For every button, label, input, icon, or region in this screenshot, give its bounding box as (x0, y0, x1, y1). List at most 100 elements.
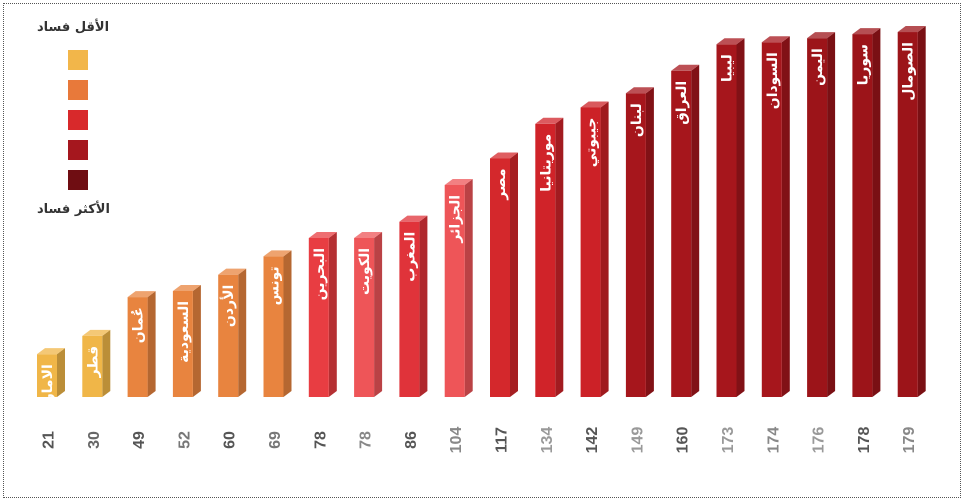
value-label: 60 (222, 431, 239, 449)
bar-side (917, 26, 926, 398)
bar-top (354, 231, 383, 238)
bar-top (897, 26, 926, 33)
bar-front (127, 297, 148, 397)
bar-17: السودان 174 (761, 36, 790, 454)
category-label: عُمان (131, 307, 147, 343)
bar-side (600, 101, 609, 397)
category-label: الصومال (901, 42, 917, 101)
bar-16: ليبيا 173 (716, 38, 745, 453)
bar-top (263, 250, 292, 257)
chart-frame (3, 3, 961, 498)
category-label: العراق (674, 81, 690, 125)
bar-13: جيبوتي 142 (580, 101, 609, 454)
bar-top (490, 152, 518, 159)
category-label: تونس (267, 266, 283, 305)
bar-top (761, 36, 790, 43)
bar-10: الجزائر 104 (444, 178, 473, 454)
bar-side (510, 152, 518, 397)
bar-top (671, 64, 700, 71)
bar-side (283, 250, 292, 397)
bar-front (897, 32, 918, 398)
bar-12: موريتانيا 134 (535, 117, 564, 454)
category-label: الأردن (220, 285, 237, 327)
bar-top (399, 215, 428, 222)
value-label: 179 (901, 427, 918, 454)
bar-top (308, 231, 337, 238)
bar-front (535, 123, 556, 398)
bar-front (172, 290, 193, 397)
bar-side (827, 32, 836, 398)
bar-front (82, 335, 103, 397)
bar-side (736, 38, 745, 398)
bar-front (354, 237, 375, 397)
value-label: 134 (539, 427, 556, 454)
bar-11: مصر 117 (490, 152, 518, 453)
category-label: السودان (765, 52, 781, 109)
value-label: 178 (856, 427, 873, 454)
category-label: الكويت (357, 248, 373, 295)
value-label: 30 (86, 431, 103, 449)
bar-7: البحرين 78 (308, 231, 337, 449)
bar-8: الكويت 78 (354, 231, 383, 449)
bar-front (671, 70, 692, 398)
value-label: 174 (765, 427, 782, 454)
bar-top (82, 329, 111, 336)
category-label: اليمن (810, 48, 826, 86)
bar-15: العراق 160 (671, 64, 700, 454)
bar-19: سوريا 178 (852, 28, 881, 454)
bar-side (464, 178, 473, 397)
value-label: 78 (358, 431, 375, 449)
bar-front (625, 93, 646, 397)
category-label: الجزائر (448, 195, 464, 244)
bar-1: الامارات 21 (37, 348, 65, 449)
bar-side (328, 231, 337, 397)
value-label: 104 (448, 427, 465, 454)
bar-side (555, 117, 564, 398)
bar-front (308, 237, 329, 397)
bar-top (172, 284, 201, 291)
bar-top (852, 28, 881, 35)
bar-top (218, 268, 247, 275)
value-label: 142 (584, 427, 601, 454)
value-label: 117 (494, 427, 511, 453)
value-label: 78 (312, 431, 329, 449)
legend-swatch-5 (68, 170, 88, 190)
legend-swatch-1 (68, 50, 88, 70)
bar-side (419, 215, 428, 397)
legend-swatch-3 (68, 110, 88, 130)
bar-top (37, 348, 65, 355)
bar-front (399, 221, 420, 397)
value-label: 21 (41, 431, 58, 449)
value-label: 69 (267, 431, 284, 449)
bar-front (580, 107, 601, 397)
category-label: الامارات (40, 364, 56, 420)
bar-20: الصومال 179 (897, 26, 926, 454)
bar-front (761, 42, 782, 397)
legend-most-label: الأكثر فساد (37, 202, 110, 217)
bar-top (716, 38, 745, 45)
bar-side (238, 268, 247, 397)
bar-side (102, 329, 111, 397)
category-label: جيبوتي (584, 117, 600, 167)
legend-swatch-2 (68, 80, 88, 100)
bar-side (781, 36, 790, 397)
value-label: 149 (629, 427, 646, 454)
category-label: موريتانيا (538, 134, 554, 192)
bar-top (625, 87, 654, 94)
legend-swatch-4 (68, 140, 88, 160)
bar-side (645, 87, 654, 397)
bar-5: الأردن 60 (218, 268, 247, 449)
bar-2: قطر 30 (82, 329, 111, 449)
bar-top (807, 32, 836, 39)
category-label: مصر (493, 168, 509, 200)
bar-side (374, 231, 383, 397)
bar-front (490, 158, 510, 397)
bar-top (580, 101, 609, 108)
bar-front (37, 354, 57, 397)
bar-front (852, 34, 873, 397)
value-label: 160 (675, 427, 692, 454)
category-label: ليبيا (720, 54, 736, 82)
category-label: المغرب (402, 232, 418, 282)
bar-9: المغرب 86 (399, 215, 428, 449)
